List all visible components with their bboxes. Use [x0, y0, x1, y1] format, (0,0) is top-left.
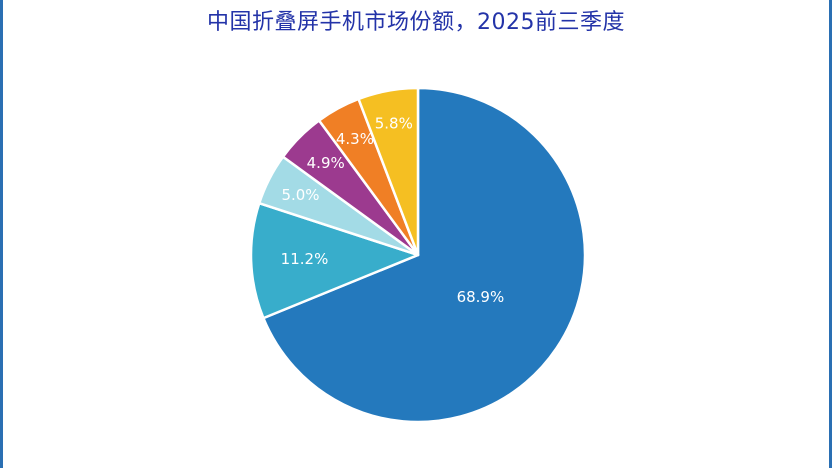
chart-title: 中国折叠屏手机市场份额，2025前三季度	[207, 10, 625, 35]
right-border	[829, 0, 832, 468]
slice-value-label: 11.2%	[281, 250, 329, 268]
pie-slice	[357, 86, 420, 257]
left-border	[0, 0, 3, 468]
slice-value-label: 5.0%	[281, 186, 319, 204]
slice-value-label: 4.9%	[307, 154, 345, 172]
pie-slice	[249, 201, 420, 320]
slice-value-label: 4.3%	[336, 130, 374, 148]
pie-slice	[262, 86, 587, 424]
slice-value-label: 68.9%	[457, 288, 505, 306]
pie-slices	[249, 86, 587, 424]
pie-labels: 68.9% 11.2% 5.0% 4.9% 4.3%5.8%	[281, 115, 505, 306]
slice-value-label: 5.8%	[375, 115, 413, 133]
